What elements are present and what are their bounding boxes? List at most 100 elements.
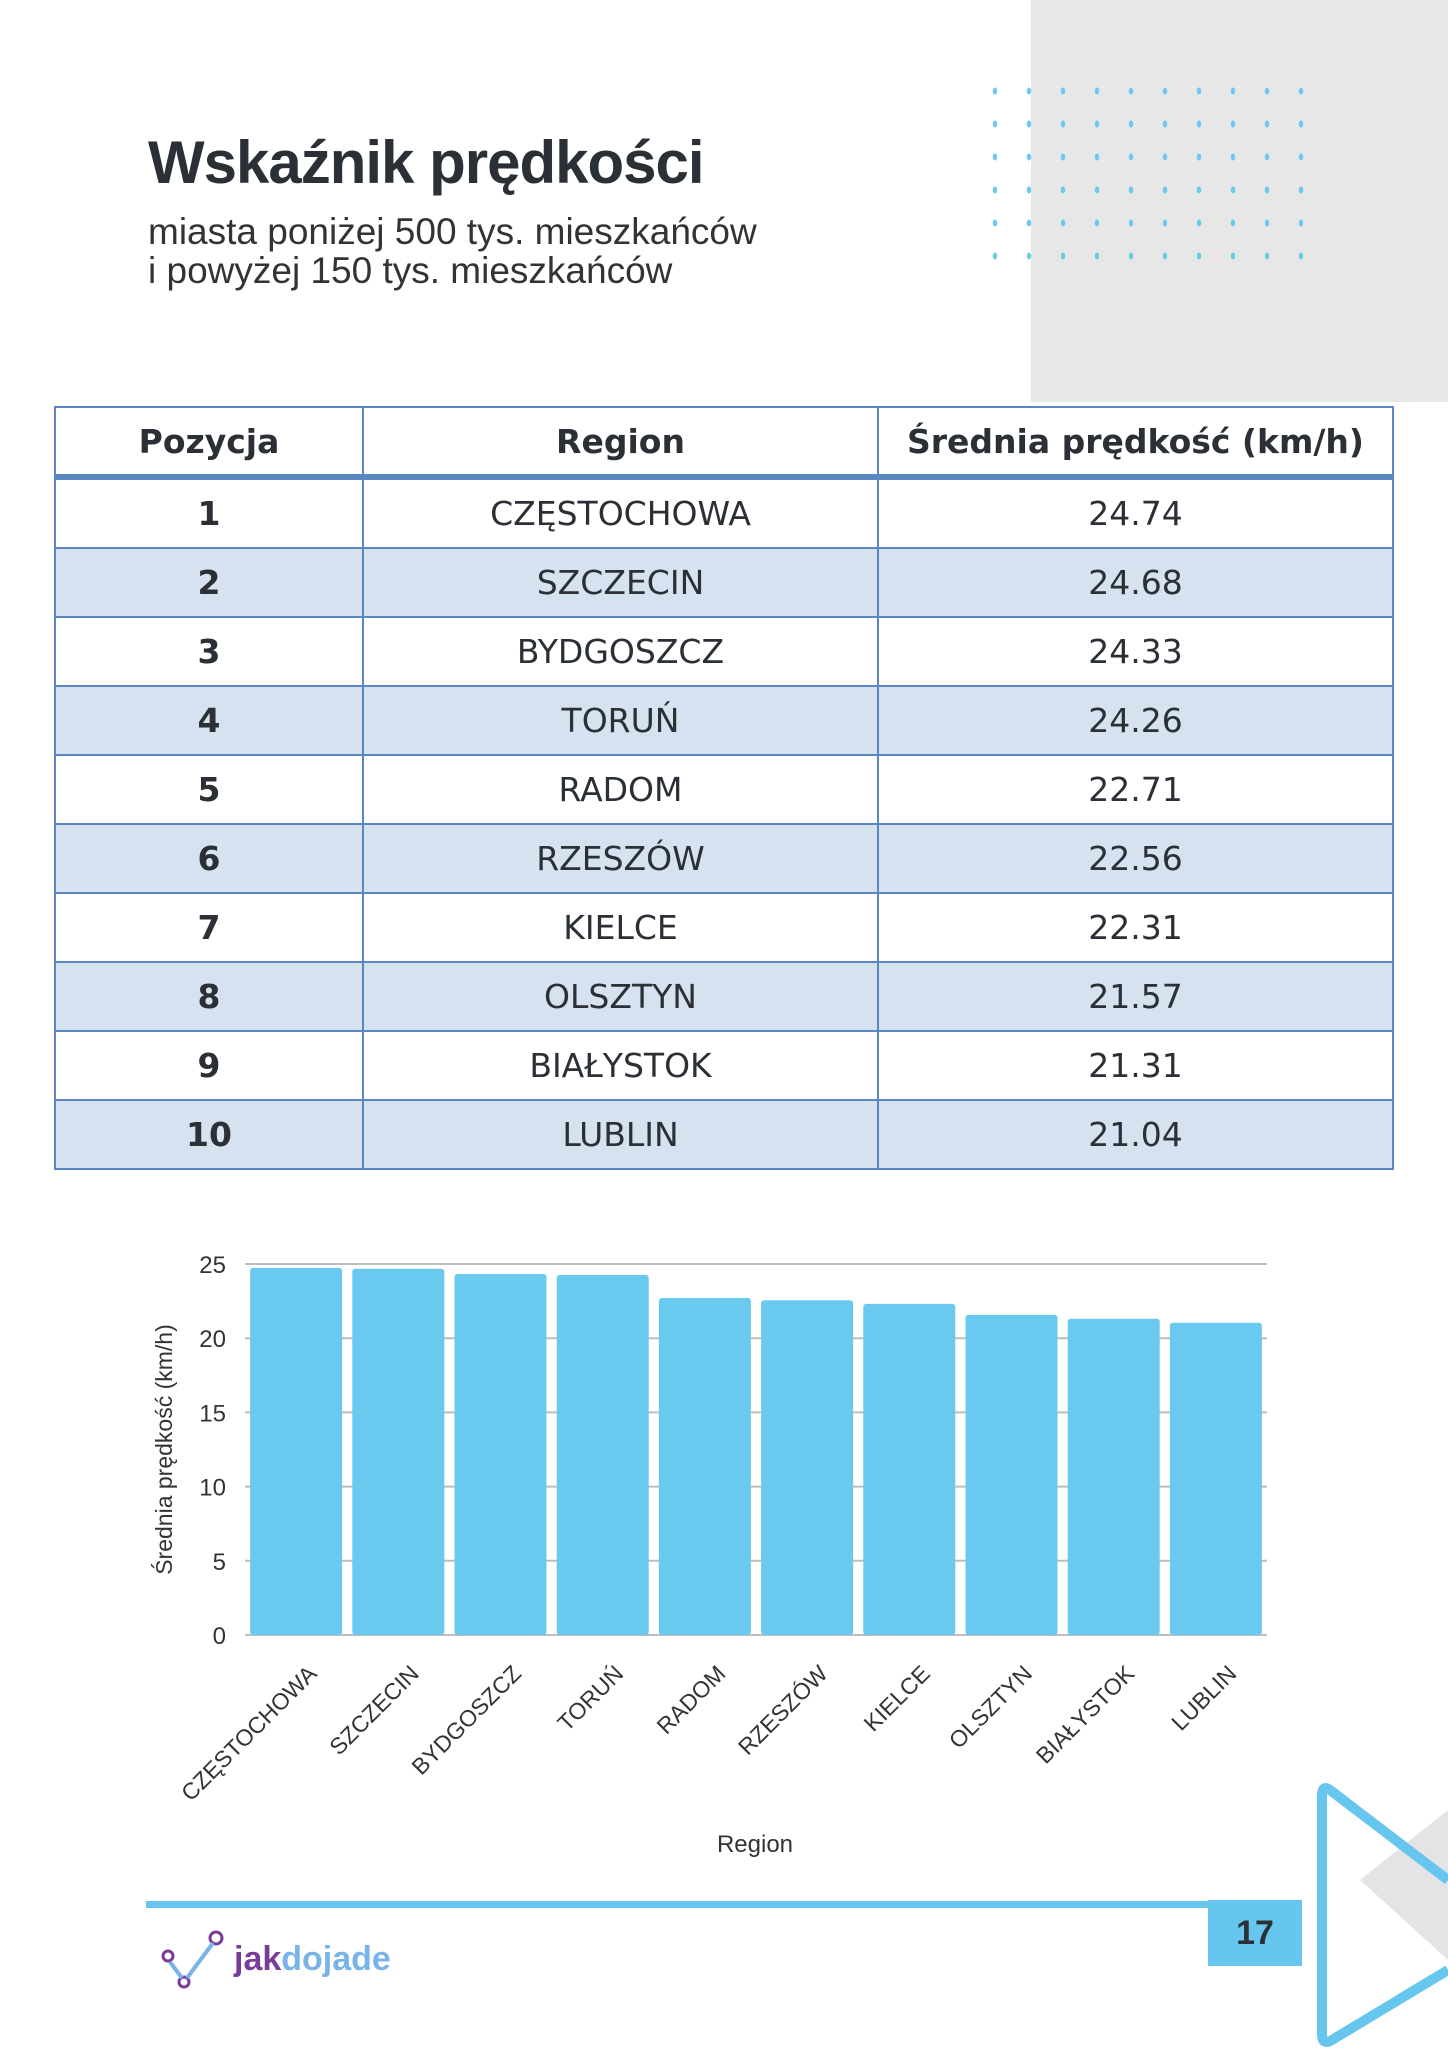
subtitle-line-2: i powyżej 150 tys. mieszkańców <box>148 250 673 291</box>
x-tick-label: RADOM <box>652 1660 731 1739</box>
column-header-region: Region <box>362 406 879 480</box>
table-row: 3 BYDGOSZCZ 24.33 <box>54 616 1394 687</box>
cell-position: 8 <box>54 961 364 1032</box>
cell-speed: 22.56 <box>877 823 1394 894</box>
table-row: 8 OLSZTYN 21.57 <box>54 961 1394 1032</box>
x-tick-label: BYDGOSZCZ <box>406 1660 526 1780</box>
logo-wordmark: jakdojade <box>234 1939 391 1978</box>
decorative-dot <box>992 219 998 227</box>
decorative-dot <box>1264 87 1270 95</box>
decorative-dot <box>1094 87 1100 95</box>
decorative-dot <box>1298 120 1304 128</box>
cell-region: RADOM <box>362 754 879 825</box>
cell-position: 3 <box>54 616 364 687</box>
decorative-dot <box>1162 120 1168 128</box>
cell-position: 10 <box>54 1099 364 1170</box>
table-row: 7 KIELCE 22.31 <box>54 892 1394 963</box>
decorative-dot <box>1094 120 1100 128</box>
cell-speed: 21.31 <box>877 1030 1394 1101</box>
decorative-dot <box>1094 252 1100 260</box>
decorative-dot <box>1094 219 1100 227</box>
cell-position: 4 <box>54 685 364 756</box>
cell-position: 1 <box>54 476 364 549</box>
decorative-dot <box>1162 252 1168 260</box>
bar <box>965 1314 1058 1635</box>
page-subtitle: miasta poniżej 500 tys. mieszkańców i po… <box>148 212 757 290</box>
decorative-dot <box>1060 219 1066 227</box>
table-row: 2 SZCZECIN 24.68 <box>54 547 1394 618</box>
y-tick-label: 15 <box>199 1400 226 1427</box>
decorative-dot <box>1298 153 1304 161</box>
decorative-dot <box>1264 153 1270 161</box>
y-tick-label: 20 <box>199 1326 226 1353</box>
decorative-dot <box>1026 120 1032 128</box>
cell-position: 9 <box>54 1030 364 1101</box>
decorative-dot <box>1298 87 1304 95</box>
table-row: 10 LUBLIN 21.04 <box>54 1099 1394 1170</box>
cell-region: OLSZTYN <box>362 961 879 1032</box>
x-tick-label: TORUŃ <box>552 1660 628 1736</box>
decorative-dot <box>1230 153 1236 161</box>
decorative-dot <box>1298 252 1304 260</box>
x-tick-label: OLSZTYN <box>944 1660 1037 1753</box>
decorative-dot <box>1060 252 1066 260</box>
decorative-dot <box>1196 120 1202 128</box>
y-tick-label: 10 <box>199 1475 226 1502</box>
cell-position: 5 <box>54 754 364 825</box>
decorative-dot <box>1230 87 1236 95</box>
bar <box>761 1300 854 1635</box>
cell-region: SZCZECIN <box>362 547 879 618</box>
decorative-grey-panel <box>1031 0 1448 402</box>
cell-region: CZĘSTOCHOWA <box>362 476 879 549</box>
decorative-dot <box>1264 186 1270 194</box>
decorative-dot <box>1196 219 1202 227</box>
decorative-dot <box>1094 186 1100 194</box>
decorative-dot <box>1230 186 1236 194</box>
x-tick-label: BIAŁYSTOK <box>1031 1660 1140 1769</box>
decorative-dot <box>1128 219 1134 227</box>
decorative-dot <box>1162 153 1168 161</box>
decorative-dot <box>1196 186 1202 194</box>
decorative-dot <box>1230 252 1236 260</box>
decorative-dot <box>1128 87 1134 95</box>
decorative-dot <box>992 186 998 194</box>
bar <box>1067 1318 1160 1635</box>
cell-position: 2 <box>54 547 364 618</box>
y-axis-label: Średnia prędkość (km/h) <box>150 1324 177 1575</box>
x-tick-label: RZESZÓW <box>733 1660 833 1760</box>
decorative-dot <box>1128 252 1134 260</box>
decorative-dot <box>1264 252 1270 260</box>
x-tick-label: CZĘSTOCHOWA <box>176 1660 322 1806</box>
decorative-dot <box>1128 120 1134 128</box>
decorative-dot <box>1264 219 1270 227</box>
bar <box>1169 1322 1262 1635</box>
decorative-dot <box>1230 120 1236 128</box>
column-header-speed: Średnia prędkość (km/h) <box>877 406 1394 480</box>
column-header-position: Pozycja <box>54 406 364 480</box>
jakdojade-logo: jakdojade <box>160 1928 391 1990</box>
route-logo-icon <box>161 1930 224 1989</box>
cell-region: KIELCE <box>362 892 879 963</box>
bar <box>863 1303 956 1635</box>
page-title: Wskaźnik prędkości <box>148 129 705 196</box>
decorative-dot <box>1128 186 1134 194</box>
decorative-dot <box>1060 87 1066 95</box>
subtitle-line-1: miasta poniżej 500 tys. mieszkańców <box>148 211 757 252</box>
decorative-dot <box>992 252 998 260</box>
decorative-dot <box>992 87 998 95</box>
bar <box>658 1297 751 1635</box>
decorative-dot <box>1060 153 1066 161</box>
table-header-row: Pozycja Region Średnia prędkość (km/h) <box>54 406 1394 480</box>
table-row: 5 RADOM 22.71 <box>54 754 1394 825</box>
table-row: 1 CZĘSTOCHOWA 24.74 <box>54 476 1394 549</box>
cell-region: BIAŁYSTOK <box>362 1030 879 1101</box>
x-tick-label: LUBLIN <box>1166 1660 1241 1735</box>
decorative-dot <box>1026 87 1032 95</box>
footer-accent-line <box>146 1901 1216 1908</box>
x-tick-label: KIELCE <box>859 1660 935 1736</box>
x-axis-label: Region <box>717 1831 793 1858</box>
cell-region: LUBLIN <box>362 1099 879 1170</box>
cell-region: RZESZÓW <box>362 823 879 894</box>
decorative-dot <box>1162 219 1168 227</box>
